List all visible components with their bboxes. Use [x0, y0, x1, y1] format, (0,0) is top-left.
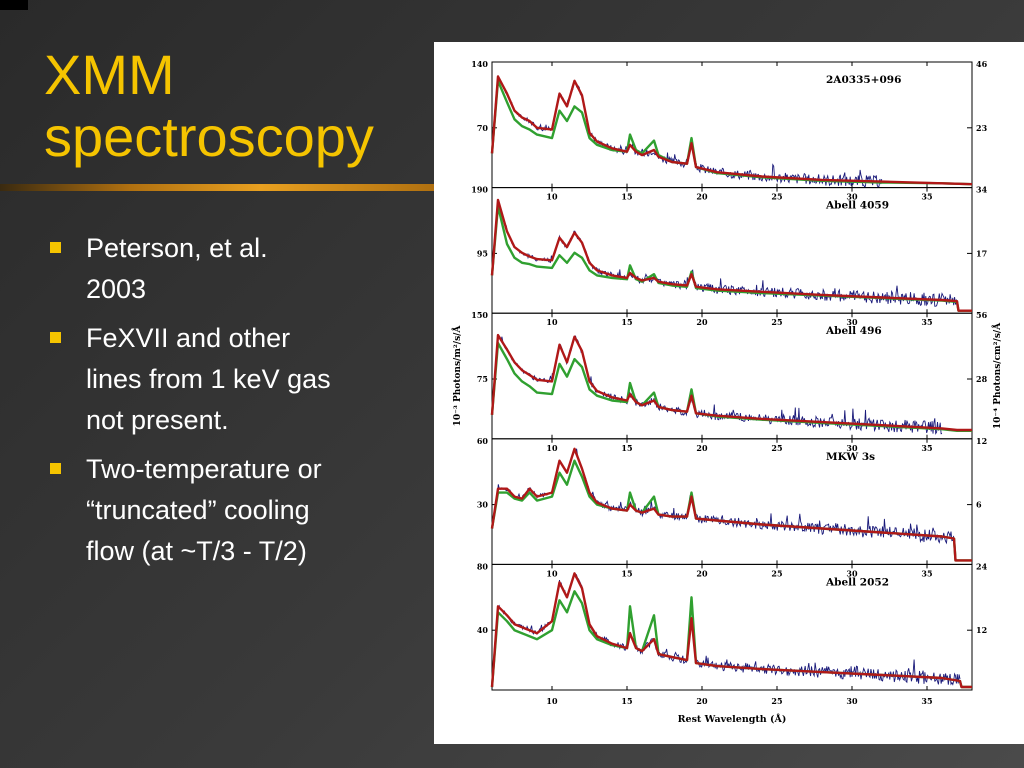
red-model-line	[490, 333, 972, 432]
x-tick-label: 15	[621, 696, 632, 706]
right-tick-label: 17	[976, 248, 987, 258]
left-tick-label: 150	[471, 310, 488, 320]
x-tick-label: 35	[921, 568, 932, 578]
panel-frame	[491, 187, 973, 314]
x-tick-label: 10	[546, 192, 558, 202]
x-tick-label: 25	[771, 317, 782, 327]
x-tick-label: 20	[696, 192, 708, 202]
x-tick-label: 15	[621, 568, 632, 578]
right-tick-label: 28	[976, 374, 988, 384]
x-tick-label: 20	[696, 317, 708, 327]
left-tick-label: 75	[477, 374, 488, 384]
right-tick-label: 24	[976, 561, 988, 571]
x-tick-label: 35	[921, 443, 932, 453]
title-line-2: spectroscopy	[44, 105, 374, 168]
left-tick-label: 190	[471, 185, 488, 195]
green-model-line	[490, 590, 972, 689]
x-tick-label: 25	[771, 192, 782, 202]
spectra-figure: 140 70 46 23 2A0335+096 10 15 20 25 30 35 190 95 34 17…	[434, 42, 1024, 744]
panel-frame	[491, 563, 973, 691]
x-tick-label: 20	[696, 443, 708, 453]
red-model-line	[490, 198, 972, 312]
right-tick-label: 23	[976, 123, 988, 133]
bullet-square-icon	[50, 242, 61, 253]
x-tick-label: 25	[771, 568, 782, 578]
bullet-item: Peterson, et al. 2003	[46, 228, 416, 310]
red-model-line	[490, 75, 973, 186]
right-axis-label: 10⁻⁴ Photons/cm²/s/Å	[991, 322, 1003, 429]
right-tick-label: 46	[976, 59, 988, 69]
corner-mark	[0, 0, 28, 10]
left-tick-label: 95	[477, 248, 488, 258]
right-tick-label: 12	[976, 436, 987, 446]
x-tick-label: 10	[546, 317, 558, 327]
panel-frame	[491, 438, 973, 565]
bullet-item: Two-temperature or “truncated” cooling f…	[46, 449, 416, 572]
red-model-line	[490, 572, 972, 689]
right-tick-label: 56	[976, 310, 988, 320]
x-tick-label: 25	[771, 696, 782, 706]
bullet-line: 2003	[86, 274, 147, 304]
x-tick-label: 35	[921, 192, 932, 202]
x-tick-label: 15	[621, 192, 632, 202]
green-model-line	[490, 79, 973, 186]
green-model-line	[490, 459, 972, 562]
bullet-line: Two-temperature or	[86, 454, 322, 484]
x-tick-label: 35	[921, 317, 932, 327]
x-tick-label: 25	[771, 443, 782, 453]
bullet-line: not present.	[86, 405, 229, 435]
bullet-item: FeXVII and other lines from 1 keV gas no…	[46, 318, 416, 441]
panel-frame	[491, 312, 973, 440]
x-tick-label: 35	[921, 696, 932, 706]
left-axis-label: 10⁻³ Photons/m²/s/Å	[451, 325, 463, 427]
panel-label: MKW 3s	[826, 451, 875, 463]
left-tick-label: 140	[471, 59, 488, 69]
x-tick-label: 10	[546, 568, 558, 578]
left-tick-label: 80	[477, 561, 489, 571]
title-line-1: XMM	[44, 43, 175, 106]
x-tick-label: 20	[696, 568, 708, 578]
bullet-line: “truncated” cooling	[86, 495, 310, 525]
observed-spectrum-line	[496, 448, 955, 545]
left-tick-label: 60	[477, 436, 489, 446]
x-tick-label: 20	[696, 696, 708, 706]
x-tick-label: 15	[621, 317, 632, 327]
left-tick-label: 70	[477, 123, 489, 133]
bullet-square-icon	[50, 463, 61, 474]
observed-spectrum-line	[496, 335, 943, 435]
x-axis-label: Rest Wavelength (Å)	[678, 713, 787, 725]
x-tick-label: 10	[546, 696, 558, 706]
bullet-line: FeXVII and other	[86, 323, 291, 353]
x-tick-label: 15	[621, 443, 632, 453]
x-tick-label: 30	[846, 317, 858, 327]
x-tick-label: 10	[546, 443, 558, 453]
right-tick-label: 12	[976, 625, 987, 635]
bullet-line: flow (at ~T/3 - T/2)	[86, 536, 307, 566]
x-tick-label: 30	[846, 192, 858, 202]
left-tick-label: 30	[477, 500, 489, 510]
spectra-chart: 140 70 46 23 2A0335+096 10 15 20 25 30 35 190 95 34 17…	[451, 59, 1003, 725]
title-divider	[0, 184, 434, 191]
bullet-square-icon	[50, 332, 61, 343]
panel-label: Abell 2052	[825, 576, 889, 588]
panel-label: Abell 4059	[825, 200, 889, 212]
panel-label: 2A0335+096	[826, 74, 901, 86]
x-tick-label: 30	[846, 696, 858, 706]
bullet-list: Peterson, et al. 2003 FeXVII and other l…	[46, 228, 416, 580]
right-tick-label: 6	[976, 500, 982, 510]
bullet-line: Peterson, et al.	[86, 233, 268, 263]
panel-label: Abell 496	[825, 325, 882, 337]
slide-title: XMM spectroscopy	[44, 44, 424, 168]
right-tick-label: 34	[976, 185, 988, 195]
bullet-line: lines from 1 keV gas	[86, 364, 331, 394]
left-tick-label: 40	[477, 625, 489, 635]
x-tick-label: 30	[846, 568, 858, 578]
x-tick-label: 30	[846, 443, 858, 453]
green-model-line	[490, 205, 972, 312]
red-model-line	[490, 447, 972, 562]
